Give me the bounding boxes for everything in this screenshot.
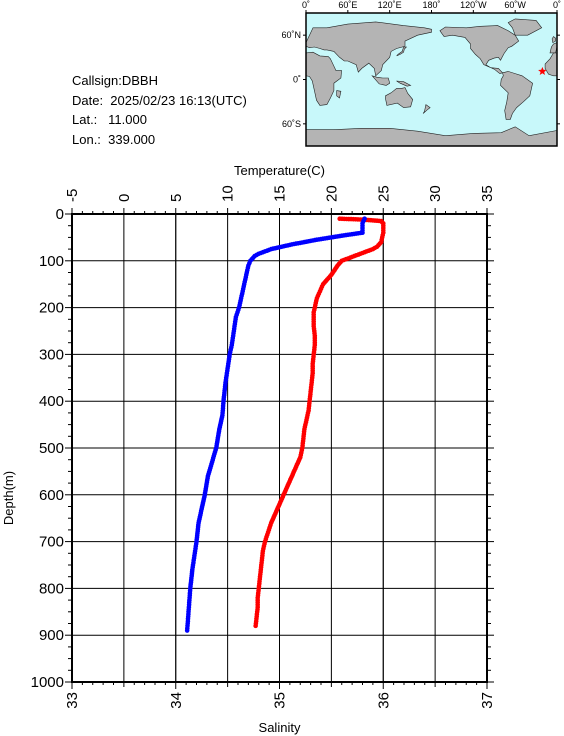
land-indonesia: [371, 75, 391, 86]
salinity-tick-label: 34: [168, 692, 185, 709]
map-lon-label: 60˚W: [504, 0, 526, 10]
temperature-tick-label: 10: [220, 185, 237, 202]
map-lon-label: 60˚E: [338, 0, 357, 10]
temperature-axis-title: Temperature(C): [234, 163, 325, 178]
map-lon-label: 0˚: [553, 0, 561, 10]
latitude-line: Lat.: 11.000: [72, 112, 147, 127]
land-new-zealand: [422, 104, 431, 114]
map-lon-label: 0˚: [302, 0, 310, 10]
land-greenland: [507, 18, 543, 36]
map-lon-label: 180˚: [422, 0, 440, 10]
depth-tick-label: 500: [39, 440, 64, 457]
map-lat-label: 60˚N: [281, 30, 301, 40]
depth-axis-title: Depth(m): [1, 471, 16, 525]
salinity-tick-label: 37: [479, 692, 496, 709]
map-lat-label: 60˚S: [282, 119, 301, 129]
map-lat-label: 0˚: [293, 75, 301, 85]
depth-tick-label: 200: [39, 300, 64, 317]
depth-tick-label: 300: [39, 346, 64, 363]
station-marker-icon: [538, 66, 547, 75]
land-new-guinea: [396, 80, 412, 87]
temperature-tick-label: 15: [272, 185, 289, 202]
depth-tick-label: 0: [56, 206, 64, 223]
temperature-tick-label: 5: [168, 194, 185, 202]
depth-tick-label: 800: [39, 580, 64, 597]
profile-series: [184, 216, 386, 633]
date-line: Date: 2025/02/23 16:13(UTC): [72, 92, 247, 108]
salinity-axis-title: Salinity: [259, 720, 301, 735]
temperature-tick-label: 30: [427, 185, 444, 202]
world-map: 0˚ 60˚E 120˚E 180˚ 120˚W 60˚W 0˚ 60˚N 0˚ 60˚S: [281, 0, 561, 147]
land-south-america: [500, 71, 533, 120]
land-eurasia: [305, 21, 432, 77]
station-info: Callsign:DBBH Date: 2025/02/23 16:13(UTC…: [72, 71, 247, 149]
depth-tick-label: 1000: [31, 674, 64, 691]
salinity-line: [186, 218, 366, 631]
depth-tick-label: 100: [39, 253, 64, 270]
salinity-points: [184, 216, 367, 633]
depth-tick-label: 400: [39, 393, 64, 410]
salinity-point: [184, 628, 190, 633]
temperature-tick-label: 0: [116, 194, 133, 202]
land-madagascar: [336, 90, 342, 99]
callsign-line: Callsign:DBBH: [72, 73, 158, 88]
temperature-tick-label: -5: [64, 189, 81, 202]
temperature-tick-label: 25: [375, 185, 392, 202]
salinity-tick-label: 36: [375, 692, 392, 709]
salinity-tick-label: 33: [64, 692, 81, 709]
salinity-tick-label: 35: [272, 692, 289, 709]
land-australia: [385, 87, 414, 108]
land-japan: [396, 46, 408, 57]
depth-tick-label: 600: [39, 487, 64, 504]
chart-grid: [72, 214, 487, 682]
map-lon-label: 120˚E: [378, 0, 402, 10]
map-lon-label: 120˚W: [460, 0, 487, 10]
longitude-line: Lon.: 339.000: [72, 131, 156, 147]
temperature-tick-label: 35: [479, 185, 496, 202]
temperature-line: [255, 218, 384, 626]
temperature-points: [253, 216, 386, 629]
land-africa-east: [305, 51, 342, 106]
land-britain: [551, 36, 556, 44]
depth-tick-label: 700: [39, 534, 64, 551]
land-north-america: [439, 25, 520, 74]
temperature-tick-label: 20: [323, 185, 340, 202]
depth-tick-label: 900: [39, 627, 64, 644]
temperature-point: [253, 623, 258, 629]
